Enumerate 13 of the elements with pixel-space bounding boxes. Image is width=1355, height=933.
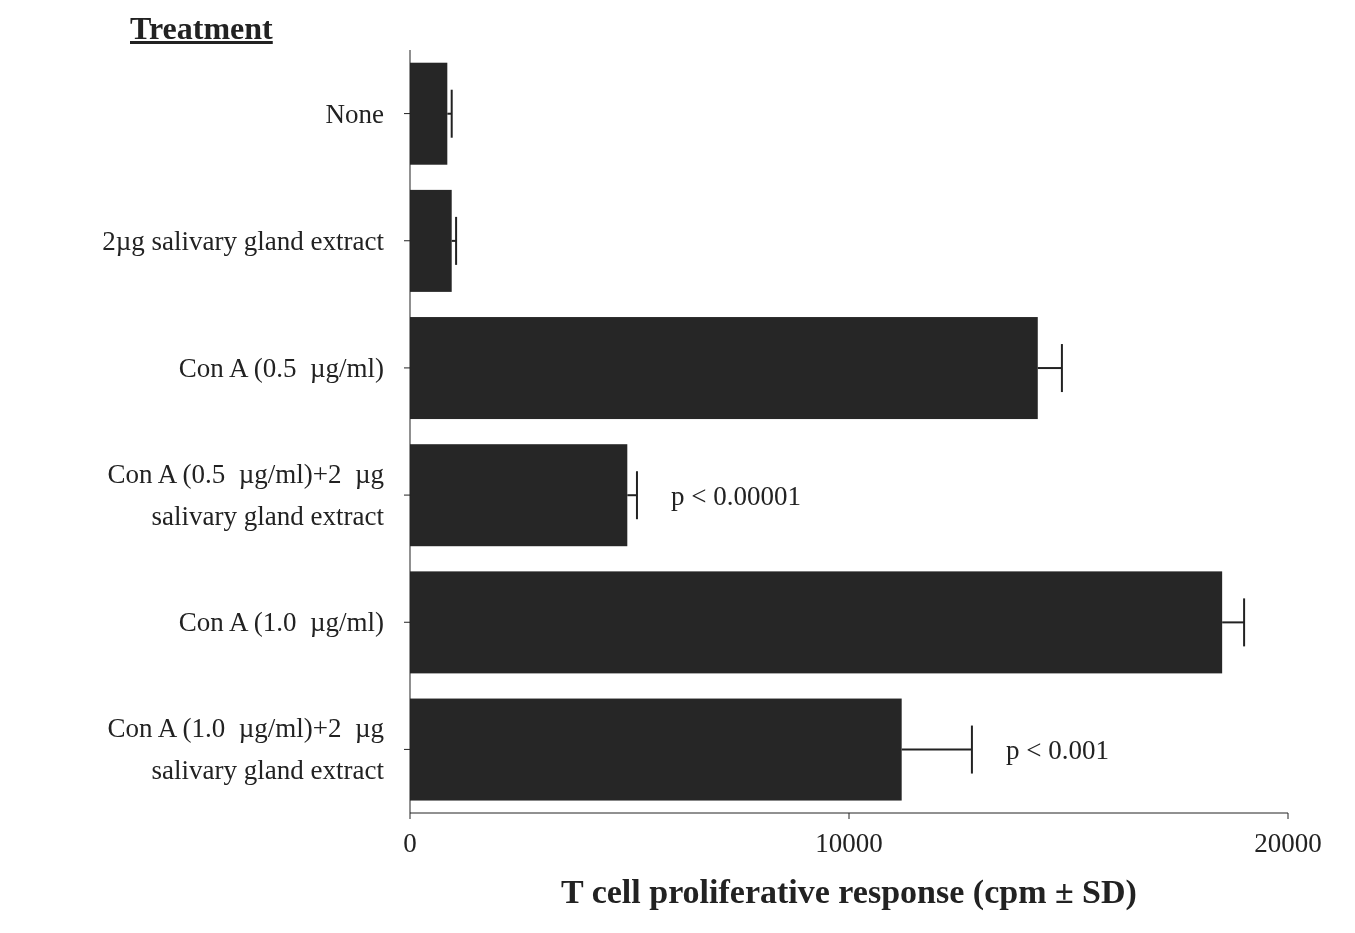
annotation: p < 0.001 [1005,735,1109,765]
y-tick-label: Con A (0.5 µg/ml) [178,352,384,383]
x-tick-label: 0 [403,828,417,859]
y-tick-label: Con A (1.0 µg/ml) [178,607,384,638]
y-axis-title: Treatment [130,10,273,47]
x-tick-label: 10000 [815,828,883,859]
x-tick-label: 20000 [1254,828,1322,859]
y-tick-label: None [325,98,385,129]
annotation: p < 0.00001 [670,480,801,511]
y-tick-label: 2µg salivary gland extract [102,225,385,256]
x-axis-title: T cell proliferative response (cpm ± SD) [561,873,1137,911]
y-tick-label: Con A (0.5 µg/ml)+2 µg salivary gland extract [107,459,385,532]
y-tick-label: Con A (1.0 µg/ml)+2 µg salivary gland extract [107,713,385,786]
